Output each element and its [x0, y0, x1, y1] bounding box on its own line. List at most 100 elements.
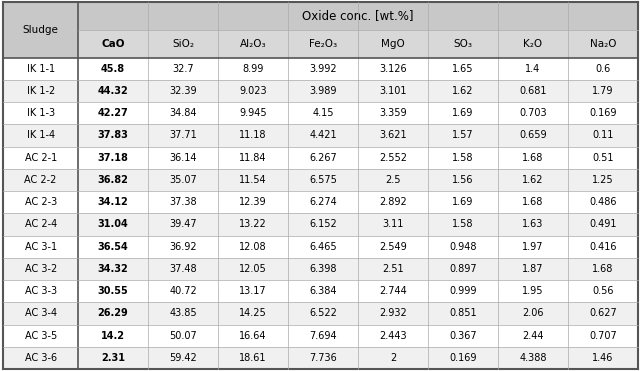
- Text: 8.99: 8.99: [242, 64, 263, 73]
- Bar: [568, 147, 638, 169]
- Text: 0.627: 0.627: [589, 309, 617, 318]
- Text: SiO₂: SiO₂: [172, 39, 194, 49]
- Text: 1.58: 1.58: [452, 153, 474, 162]
- Text: 1.57: 1.57: [452, 131, 474, 140]
- Text: 6.152: 6.152: [309, 220, 337, 229]
- Bar: [428, 102, 498, 124]
- Bar: [568, 169, 638, 191]
- Bar: [218, 280, 288, 302]
- Text: 1.58: 1.58: [452, 220, 474, 229]
- Text: 32.7: 32.7: [172, 64, 194, 73]
- Text: 1.65: 1.65: [452, 64, 474, 73]
- Bar: [78, 213, 148, 236]
- Text: AC 2-2: AC 2-2: [24, 175, 57, 185]
- Text: 36.54: 36.54: [97, 242, 128, 252]
- Text: 3.992: 3.992: [309, 64, 337, 73]
- Bar: [358, 30, 428, 58]
- Text: 37.71: 37.71: [169, 131, 197, 140]
- Bar: [148, 30, 218, 58]
- Text: AC 2-4: AC 2-4: [24, 220, 57, 229]
- Bar: [288, 124, 358, 147]
- Bar: [78, 280, 148, 302]
- Bar: [498, 102, 568, 124]
- Bar: [358, 80, 428, 102]
- Bar: [428, 258, 498, 280]
- Bar: [358, 147, 428, 169]
- Text: 9.945: 9.945: [239, 108, 267, 118]
- Bar: [218, 258, 288, 280]
- Text: 11.18: 11.18: [239, 131, 267, 140]
- Text: CaO: CaO: [101, 39, 125, 49]
- Bar: [78, 302, 148, 325]
- Bar: [358, 102, 428, 124]
- Bar: [78, 325, 148, 347]
- Text: 44.32: 44.32: [97, 86, 128, 96]
- Text: 1.63: 1.63: [522, 220, 544, 229]
- Bar: [428, 58, 498, 80]
- Bar: [148, 58, 218, 80]
- Text: 2.552: 2.552: [379, 153, 407, 162]
- Text: 0.948: 0.948: [449, 242, 477, 252]
- Bar: [218, 80, 288, 102]
- Text: 0.851: 0.851: [449, 309, 477, 318]
- Bar: [218, 347, 288, 369]
- Text: 30.55: 30.55: [97, 286, 128, 296]
- Bar: [148, 236, 218, 258]
- Text: 11.54: 11.54: [239, 175, 267, 185]
- Bar: [288, 80, 358, 102]
- Text: 1.79: 1.79: [592, 86, 613, 96]
- Bar: [498, 280, 568, 302]
- Text: AC 3-3: AC 3-3: [24, 286, 56, 296]
- Bar: [148, 325, 218, 347]
- Text: 50.07: 50.07: [169, 331, 197, 341]
- Bar: [498, 258, 568, 280]
- Text: 0.416: 0.416: [589, 242, 617, 252]
- Bar: [3, 302, 78, 325]
- Text: 12.08: 12.08: [239, 242, 267, 252]
- Text: 1.69: 1.69: [452, 197, 474, 207]
- Text: 3.359: 3.359: [379, 108, 407, 118]
- Bar: [148, 80, 218, 102]
- Text: 6.398: 6.398: [309, 264, 337, 274]
- Bar: [358, 347, 428, 369]
- Text: 2.744: 2.744: [379, 286, 407, 296]
- Bar: [428, 124, 498, 147]
- Bar: [288, 102, 358, 124]
- Bar: [428, 30, 498, 58]
- Bar: [3, 325, 78, 347]
- Text: 14.25: 14.25: [239, 309, 267, 318]
- Bar: [218, 236, 288, 258]
- Text: AC 3-5: AC 3-5: [24, 331, 57, 341]
- Bar: [218, 102, 288, 124]
- Text: 12.39: 12.39: [239, 197, 267, 207]
- Text: 1.95: 1.95: [522, 286, 544, 296]
- Bar: [218, 58, 288, 80]
- Text: 13.22: 13.22: [239, 220, 267, 229]
- Text: 2.443: 2.443: [379, 331, 407, 341]
- Bar: [78, 124, 148, 147]
- Text: 45.8: 45.8: [101, 64, 125, 73]
- Text: 3.11: 3.11: [382, 220, 404, 229]
- Text: 0.999: 0.999: [449, 286, 477, 296]
- Text: 2.31: 2.31: [101, 353, 125, 363]
- Bar: [498, 347, 568, 369]
- Text: 7.736: 7.736: [309, 353, 337, 363]
- Text: 0.51: 0.51: [592, 153, 613, 162]
- Bar: [218, 147, 288, 169]
- Bar: [358, 236, 428, 258]
- Text: 7.694: 7.694: [309, 331, 337, 341]
- Text: 0.169: 0.169: [589, 108, 617, 118]
- Text: 37.18: 37.18: [97, 153, 128, 162]
- Text: 2: 2: [390, 353, 396, 363]
- Text: 4.15: 4.15: [312, 108, 334, 118]
- Bar: [288, 213, 358, 236]
- Text: 16.64: 16.64: [239, 331, 267, 341]
- Bar: [3, 191, 78, 213]
- Bar: [358, 191, 428, 213]
- Bar: [288, 258, 358, 280]
- Text: 32.39: 32.39: [169, 86, 197, 96]
- Text: 2.51: 2.51: [382, 264, 404, 274]
- Text: 6.384: 6.384: [309, 286, 337, 296]
- Bar: [3, 124, 78, 147]
- Text: 1.46: 1.46: [592, 353, 613, 363]
